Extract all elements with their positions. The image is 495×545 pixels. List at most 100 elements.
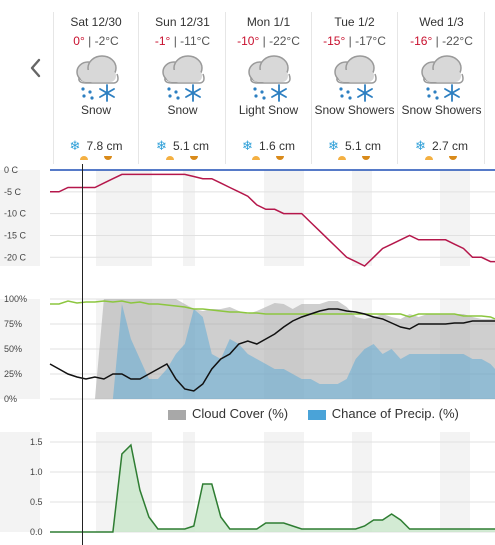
y-tick-label: 0 C: [4, 166, 19, 175]
day-name: Sun 12/31: [155, 15, 210, 29]
sun-moon-markers: [312, 156, 397, 164]
night-band: [96, 170, 152, 266]
cloud-snow-icon: [162, 55, 205, 102]
sunrise-icon: [80, 156, 88, 160]
prev-days-button[interactable]: [24, 54, 48, 82]
day-column[interactable]: Sun 12/31 -1° | -11°C Snow ❄ 5.1 cm: [140, 12, 226, 164]
sunrise-icon: [338, 156, 346, 160]
day-name: Wed 1/3: [419, 15, 464, 29]
y-tick-label: -20 C: [4, 252, 27, 262]
y-tick-label: 50%: [4, 344, 22, 354]
high-temp: -15°: [323, 34, 346, 48]
condition-label: Snow Showers: [401, 103, 482, 117]
y-tick-label: -5 C: [4, 187, 22, 197]
sunset-icon: [104, 156, 112, 160]
precip-amount-line: [50, 443, 495, 533]
cloud-cover-area: [50, 299, 495, 399]
snow-amount: ❄ 5.1 cm: [312, 138, 397, 154]
day-temps: 0° | -2°C: [54, 34, 138, 48]
snowflake-icon: ❄: [242, 138, 253, 153]
precip-chance-area: [50, 304, 495, 399]
night-band: [440, 170, 470, 266]
night-band: [0, 432, 40, 532]
snow-amount-value: 5.1 cm: [344, 139, 381, 153]
sun-moon-markers: [226, 156, 311, 164]
high-temp: -16°: [410, 34, 433, 48]
sunrise-icon: [166, 156, 174, 160]
snowflake-icon: ❄: [328, 138, 339, 153]
y-tick-label: 75%: [4, 319, 22, 329]
high-temp: -10°: [237, 34, 260, 48]
day-temps: -10° | -22°C: [226, 34, 311, 48]
low-temp: -11°C: [180, 34, 211, 48]
low-temp: -22°C: [269, 34, 300, 48]
condition-label: Snow: [167, 103, 198, 117]
sunset-icon: [190, 156, 198, 160]
day-temps: -15° | -17°C: [312, 34, 397, 48]
night-band: [264, 170, 304, 266]
snow-amount-value: 7.8 cm: [86, 139, 123, 153]
y-tick-label: 0.0: [30, 527, 43, 537]
precip-amount-chart: 1.5 1.0 0.5 0.0: [0, 432, 495, 537]
night-band: [0, 170, 40, 266]
condition-label: Light Snow: [238, 103, 299, 117]
y-tick-label: 100%: [4, 294, 27, 304]
night-band: [183, 170, 195, 266]
snow-amount-value: 5.1 cm: [172, 139, 209, 153]
night-band: [352, 170, 372, 266]
day-column[interactable]: Mon 1/1 -10° | -22°C Light Snow ❄ 1.6 cm: [226, 12, 312, 164]
low-temp: -17°C: [355, 34, 386, 48]
chevron-left-icon: [30, 58, 41, 78]
snowflake-icon: ❄: [69, 138, 81, 153]
y-tick-label: 0%: [4, 394, 17, 402]
temp-separator: |: [88, 34, 92, 48]
legend-cloud-swatch: [168, 409, 186, 420]
snow-amount: ❄ 2.7 cm: [399, 138, 484, 154]
night-band: [0, 299, 40, 399]
day-name: Mon 1/1: [246, 15, 291, 29]
day-temps: -1° | -11°C: [140, 34, 225, 48]
y-tick-label: -10 C: [4, 209, 27, 219]
low-temp: -22°C: [442, 34, 473, 48]
snow-amount-value: 2.7 cm: [431, 139, 468, 153]
time-cursor[interactable]: [82, 164, 83, 545]
snow-amount-value: 1.6 cm: [258, 139, 295, 153]
legend-precip-swatch: [307, 409, 326, 420]
y-tick-label: -15 C: [4, 230, 27, 240]
temp-separator: |: [262, 34, 266, 48]
night-band: [183, 432, 195, 532]
high-temp: -1°: [154, 34, 171, 48]
dewpoint-line: [49, 308, 495, 392]
low-temp: -2°C: [94, 34, 119, 48]
snowflake-icon: ❄: [415, 138, 426, 153]
y-tick-label: 1.0: [30, 467, 43, 477]
sunrise-icon: [425, 156, 433, 160]
snowflake-icon: ❄: [156, 138, 167, 153]
cloud-precip-chart: 100% 75% 50% 25% 0%: [0, 294, 495, 402]
high-temp: 0°: [73, 34, 85, 48]
legend-cloud[interactable]: Cloud Cover (%): [168, 406, 288, 421]
day-name: Sat 12/30: [70, 15, 122, 29]
sun-moon-markers: [399, 156, 484, 164]
day-temps: -16° | -22°C: [399, 34, 484, 48]
y-tick-label: 1.5: [30, 437, 43, 447]
temp-separator: |: [348, 34, 352, 48]
sunrise-icon: [252, 156, 260, 160]
day-column[interactable]: Tue 1/2 -15° | -17°C Snow Showers ❄ 5.1 c…: [312, 12, 398, 164]
day-column[interactable]: Wed 1/3 -16° | -22°C Snow Showers ❄ 2.7 c…: [399, 12, 485, 164]
condition-label: Snow: [80, 103, 112, 117]
temp-separator: |: [173, 34, 177, 48]
cloud-snow-icon: [76, 55, 119, 102]
legend-precip-label: Chance of Precip. (%): [331, 406, 459, 421]
legend-precip[interactable]: Chance of Precip. (%): [307, 406, 459, 421]
temperature-chart: 0 C -5 C -10 C -15 C -20 C: [0, 166, 495, 267]
snow-amount: ❄ 1.6 cm: [226, 138, 311, 154]
sun-moon-markers: [140, 156, 225, 164]
humidity-line: [50, 300, 495, 320]
condition-label: Snow Showers: [314, 103, 395, 117]
sun-moon-markers: [54, 156, 138, 164]
sunset-icon: [449, 156, 457, 160]
sunset-icon: [276, 156, 284, 160]
day-column[interactable]: Sat 12/30 0° | -2°C Snow ❄ 7.8 cm: [53, 12, 139, 164]
